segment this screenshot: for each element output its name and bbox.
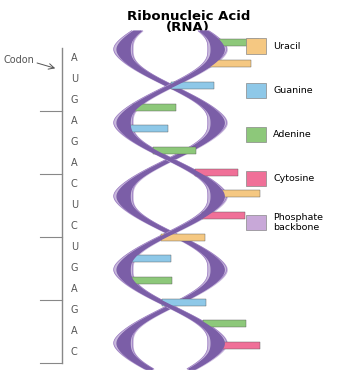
Text: Phosphate
backbone: Phosphate backbone [273, 213, 323, 232]
Bar [125, 126, 168, 132]
Bar [128, 277, 172, 284]
Bar [215, 39, 258, 46]
Bar [246, 38, 266, 54]
Text: G: G [71, 263, 78, 273]
Text: Adenine: Adenine [273, 130, 312, 139]
Text: G: G [71, 305, 78, 315]
Bar [208, 60, 252, 67]
Bar [162, 299, 206, 306]
Bar [246, 215, 266, 230]
Bar [202, 321, 246, 328]
Text: Cytosine: Cytosine [273, 174, 315, 183]
Text: A: A [71, 116, 77, 126]
Bar [246, 171, 266, 186]
Text: Uracil: Uracil [273, 41, 301, 51]
Text: U: U [71, 200, 78, 210]
Bar [128, 255, 171, 262]
Text: U: U [71, 74, 78, 84]
Text: Ribonucleic Acid: Ribonucleic Acid [127, 10, 250, 23]
Bar [195, 169, 238, 176]
Text: A: A [71, 285, 77, 295]
Bar [161, 234, 205, 241]
Bar [217, 342, 260, 349]
Text: Guanine: Guanine [273, 86, 313, 95]
Text: C: C [71, 348, 77, 358]
Text: U: U [71, 242, 78, 252]
Text: A: A [71, 53, 77, 63]
Text: G: G [71, 137, 78, 147]
Text: G: G [71, 96, 78, 106]
Bar [153, 147, 197, 154]
Text: C: C [71, 179, 77, 189]
Text: C: C [71, 222, 77, 232]
Bar [217, 190, 260, 197]
Bar [171, 82, 214, 89]
Bar [133, 104, 176, 111]
Text: (RNA): (RNA) [166, 21, 210, 34]
Text: Codon: Codon [4, 55, 34, 65]
Text: A: A [71, 326, 77, 336]
Bar [202, 212, 245, 219]
Bar [246, 127, 266, 142]
Bar [246, 83, 266, 98]
Text: A: A [71, 159, 77, 169]
